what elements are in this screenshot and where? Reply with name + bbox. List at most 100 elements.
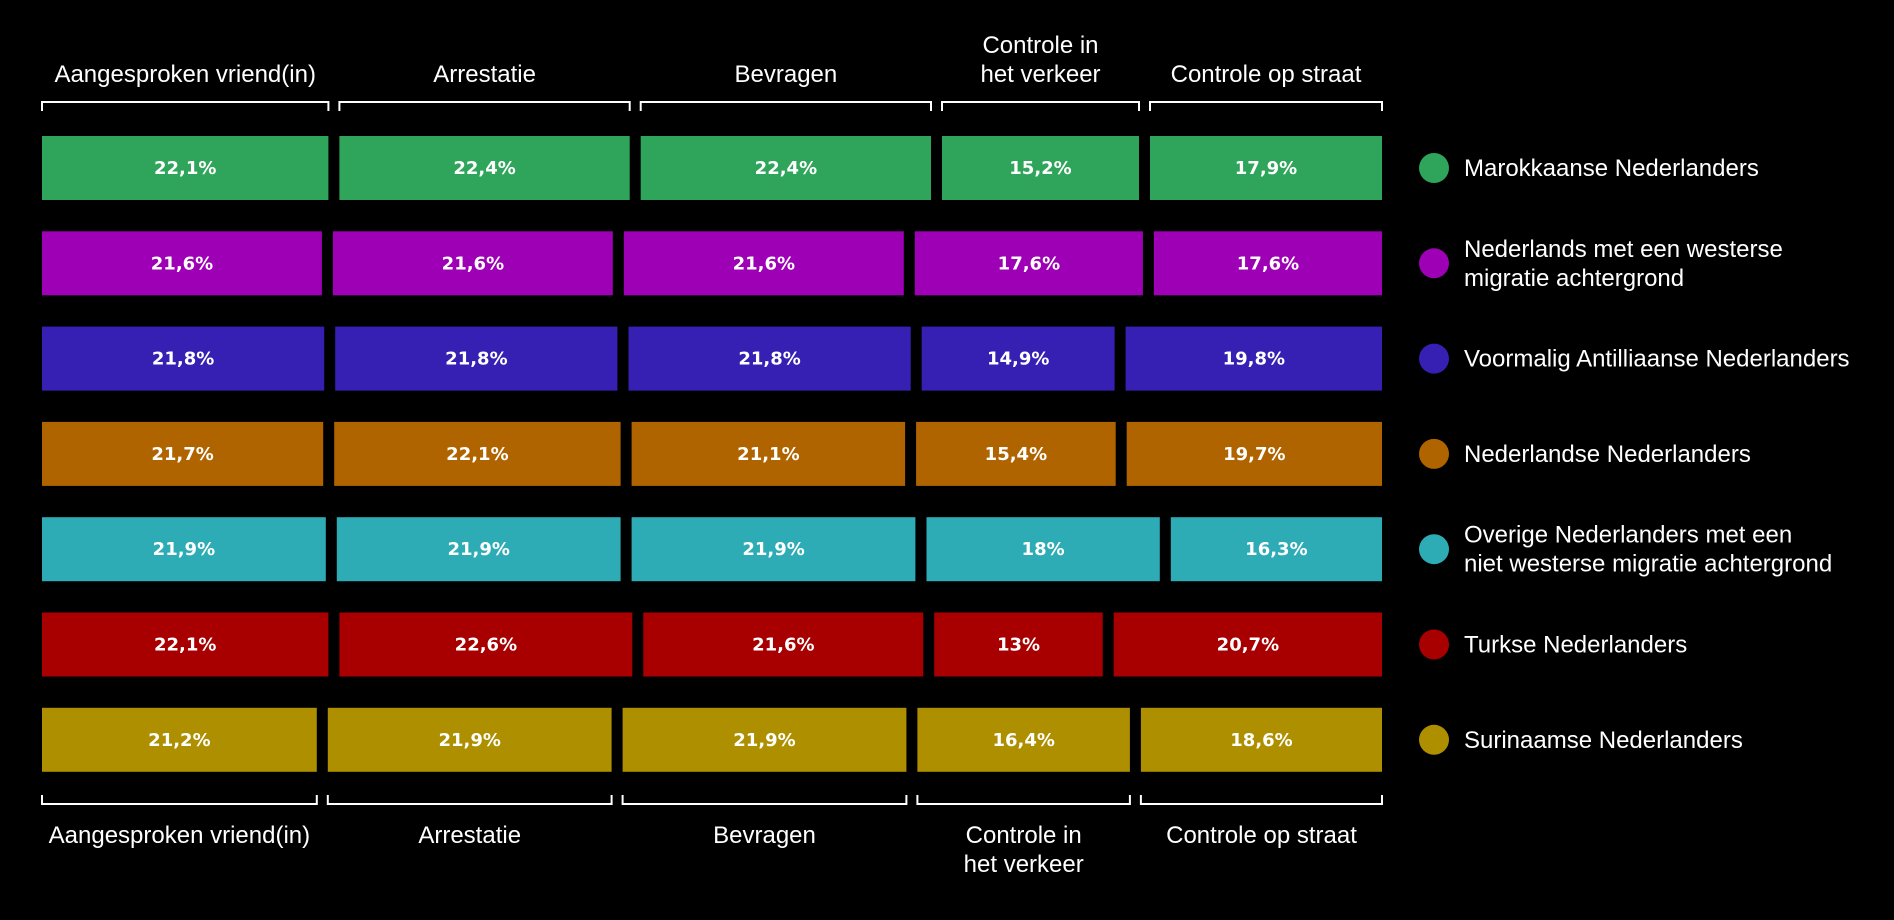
legend-swatch	[1419, 534, 1449, 565]
data-label: 21,7%	[151, 444, 213, 465]
category-label: het verkeer	[964, 851, 1084, 878]
legend-swatch	[1419, 343, 1449, 374]
category-bracket	[41, 101, 330, 111]
legend-swatch	[1419, 438, 1449, 469]
bar-segment	[42, 612, 329, 677]
bar-segment	[42, 707, 317, 772]
category-bracket	[916, 795, 1131, 805]
bar-segment	[339, 136, 630, 200]
data-label: 21,6%	[151, 253, 213, 274]
data-label: 21,8%	[738, 349, 800, 370]
legend-item-marokkaanse-nederlanders: Marokkaanse Nederlanders	[1419, 153, 1759, 183]
data-label: 16,3%	[1245, 539, 1307, 560]
data-label: 21,2%	[148, 730, 210, 751]
legend-label: Voormalig Antilliaanse Nederlanders	[1464, 346, 1850, 373]
data-label: 21,8%	[445, 349, 507, 370]
bar-segment	[628, 326, 911, 391]
bar-segment	[336, 517, 621, 582]
bar-row-nederlandse-nederlanders: 21,7% 22,1% 21,1% 15,4% 19,7%	[42, 421, 1382, 486]
data-label: 21,9%	[447, 539, 509, 560]
bar-rows: 22,1% 22,4% 22,4% 15,2% 17,9%21,6% 21,6% 21,6%…	[42, 136, 1382, 772]
bar-row-overige-nederlanders-met-een-niet-westerse-migratie-achtergrond: 21,9% 21,9% 21,9% 18% 16,3%	[42, 517, 1382, 582]
legend-label: Nederlandse Nederlanders	[1464, 441, 1751, 468]
data-label: 21,9%	[438, 730, 500, 751]
bar-row-voormalig-antilliaanse-nederlanders: 21,8% 21,8% 21,8% 14,9% 19,8%	[42, 326, 1382, 391]
data-label: 21,9%	[742, 539, 804, 560]
data-label: 21,9%	[733, 730, 795, 751]
bar-segment	[916, 421, 1116, 486]
category-label: Aangesproken vriend(in)	[54, 61, 315, 88]
data-label: 13%	[997, 635, 1040, 656]
legend-label: Overige Nederlanders met een	[1464, 522, 1792, 549]
data-label: 22,6%	[455, 635, 517, 656]
data-label: 20,7%	[1217, 635, 1279, 656]
data-label: 21,8%	[152, 349, 214, 370]
category-label: Arrestatie	[418, 822, 521, 849]
data-label: 21,6%	[733, 253, 795, 274]
category-label: Bevragen	[713, 822, 816, 849]
bar-segment	[921, 326, 1115, 391]
bar-segment	[1153, 231, 1382, 296]
category-bracket	[1139, 795, 1383, 805]
bar-row-nederlands-met-een-westerse-migratie-achtergrond: 21,6% 21,6% 21,6% 17,6% 17,6%	[42, 231, 1382, 296]
legend-label: niet westerse migratie achtergrond	[1464, 551, 1832, 578]
data-label: 21,6%	[752, 635, 814, 656]
category-bracket	[639, 101, 932, 111]
data-label: 22,4%	[453, 158, 515, 179]
bar-segment	[42, 136, 329, 200]
category-label: Controle in	[966, 822, 1082, 849]
bar-segment	[42, 517, 326, 582]
category-bracket	[326, 795, 613, 805]
bar-segment	[926, 517, 1160, 582]
bar-segment	[942, 136, 1139, 200]
bar-segment	[332, 231, 613, 296]
bar-segment	[914, 231, 1143, 296]
bar-segment	[1140, 707, 1382, 772]
data-label: 15,4%	[985, 444, 1047, 465]
legend-label: migratie achtergrond	[1464, 265, 1684, 292]
data-label: 22,1%	[154, 158, 216, 179]
category-label: Controle in	[982, 32, 1098, 59]
data-label: 15,2%	[1009, 158, 1071, 179]
data-label: 21,9%	[153, 539, 215, 560]
bar-segment	[640, 136, 931, 200]
legend-item-surinaamse-nederlanders: Surinaamse Nederlanders	[1419, 724, 1743, 755]
bar-segment	[42, 326, 325, 391]
bar-segment	[1170, 517, 1382, 582]
category-label: Aangesproken vriend(in)	[49, 822, 310, 849]
bar-segment	[42, 231, 322, 296]
bar-segment	[631, 517, 916, 582]
bar-segment	[42, 421, 324, 486]
data-label: 18%	[1022, 539, 1065, 560]
category-label: Arrestatie	[433, 61, 536, 88]
bar-segment	[623, 231, 904, 296]
bar-segment	[1126, 421, 1382, 486]
data-label: 17,6%	[1237, 253, 1299, 274]
category-label: Controle op straat	[1171, 61, 1362, 88]
bar-segment	[335, 326, 618, 391]
bar-segment	[1113, 612, 1382, 677]
legend-label: Surinaamse Nederlanders	[1464, 727, 1743, 754]
legend-swatch	[1419, 248, 1449, 279]
bar-segment	[334, 421, 621, 486]
bar-row-marokkaanse-nederlanders: 22,1% 22,4% 22,4% 15,2% 17,9%	[42, 136, 1382, 200]
legend-label: Marokkaanse Nederlanders	[1464, 155, 1759, 182]
data-label: 17,9%	[1235, 158, 1297, 179]
category-label: het verkeer	[980, 61, 1100, 88]
legend-label: Nederlands met een westerse	[1464, 236, 1783, 263]
bottom-category-axis: Aangesproken vriend(in) Arrestatie Bevrage…	[41, 795, 1383, 878]
bar-row-surinaamse-nederlanders: 21,2% 21,9% 21,9% 16,4% 18,6%	[42, 707, 1382, 772]
category-label: Controle op straat	[1166, 822, 1357, 849]
category-bracket	[1149, 101, 1383, 111]
bar-segment	[1125, 326, 1382, 391]
category-bracket	[621, 795, 908, 805]
legend-item-nederlandse-nederlanders: Nederlandse Nederlanders	[1419, 438, 1751, 469]
data-label: 19,8%	[1223, 349, 1285, 370]
bar-segment	[643, 612, 924, 677]
bar-segment	[631, 421, 906, 486]
category-bracket	[338, 101, 631, 111]
category-bracket	[41, 795, 318, 805]
